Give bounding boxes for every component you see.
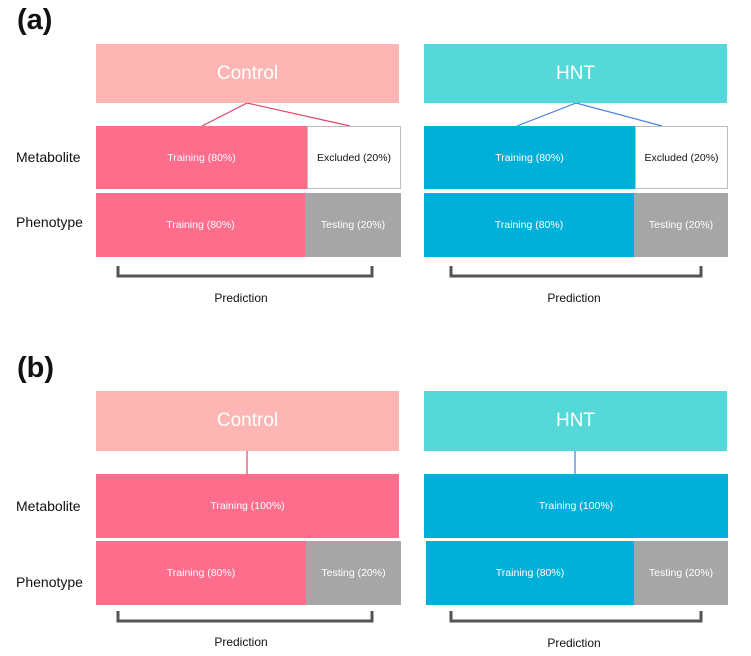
control-split-connector-a — [201, 102, 351, 127]
panel-a-hnt-prediction-label: Prediction — [547, 291, 601, 305]
panel-b-metabolite-label: Metabolite — [16, 498, 81, 514]
panel-a-hnt-metabolite-training: Training (80%) — [424, 126, 635, 189]
panel-a-metabolite-label: Metabolite — [16, 149, 81, 165]
panel-a-label: (a) — [17, 4, 53, 36]
panel-b-control-phenotype-training: Training (80%) — [96, 541, 306, 605]
panel-b-control-phenotype-testing: Testing (20%) — [306, 541, 401, 605]
hnt-prediction-bracket-b — [449, 611, 703, 623]
panel-b-control-header: Control — [96, 391, 399, 451]
panel-b-hnt-metabolite-training: Training (100%) — [424, 474, 728, 538]
panel-b-hnt-phenotype-training: Training (80%) — [426, 541, 634, 605]
panel-a-hnt-header: HNT — [424, 44, 727, 103]
panel-a-hnt-phenotype-training: Training (80%) — [424, 193, 634, 257]
panel-a-phenotype-label: Phenotype — [16, 214, 83, 230]
panel-a-control-prediction-label: Prediction — [214, 291, 268, 305]
panel-b-hnt-prediction-label: Prediction — [547, 636, 601, 650]
panel-b-phenotype-label: Phenotype — [16, 574, 83, 590]
hnt-prediction-bracket-a — [449, 266, 703, 278]
panel-b-label: (b) — [17, 352, 55, 384]
panel-b-control-prediction-label: Prediction — [214, 635, 268, 649]
panel-a-control-phenotype-training: Training (80%) — [96, 193, 305, 257]
panel-b-hnt-phenotype-testing: Testing (20%) — [634, 541, 728, 605]
panel-b-hnt-header: HNT — [424, 391, 727, 451]
panel-a-control-phenotype-testing: Testing (20%) — [305, 193, 401, 257]
panel-a-hnt-phenotype-testing: Testing (20%) — [634, 193, 728, 257]
hnt-split-connector-a — [516, 102, 663, 127]
panel-a-control-header: Control — [96, 44, 399, 103]
panel-a-control-metabolite-training: Training (80%) — [96, 126, 307, 189]
control-prediction-bracket-a — [116, 266, 374, 278]
panel-a-control-metabolite-excluded: Excluded (20%) — [307, 126, 401, 189]
panel-a-hnt-metabolite-excluded: Excluded (20%) — [635, 126, 728, 189]
panel-b-control-metabolite-training: Training (100%) — [96, 474, 399, 538]
control-prediction-bracket-b — [116, 611, 374, 623]
